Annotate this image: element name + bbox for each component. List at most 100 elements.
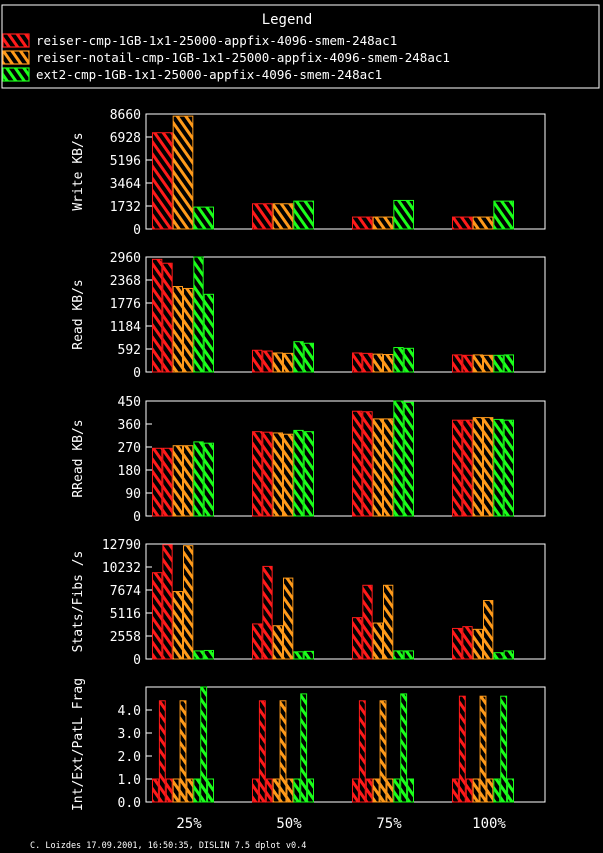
bar: [207, 778, 215, 803]
bar: [352, 778, 359, 803]
bar: [193, 256, 204, 373]
y-tick-label: 1.0: [118, 773, 141, 788]
panel: 0 90 180 270 360 450 RRead KB/s: [71, 395, 546, 525]
bar: [486, 778, 494, 803]
bar: [193, 778, 201, 803]
bar: [465, 778, 473, 803]
bar: [303, 431, 314, 517]
y-tick-label: 2.0: [118, 750, 141, 765]
bar: [293, 341, 304, 373]
bar: [252, 778, 259, 803]
plot-frame: [145, 256, 546, 373]
legend-item: ext2-cmp-1GB-1x1-25000-appfix-4096-smem-…: [2, 67, 382, 82]
bar: [458, 695, 466, 803]
bar: [193, 206, 214, 230]
panel: 0 1732 3464 5196 6928 8660 Write KB/s: [71, 108, 546, 238]
bar: [352, 216, 373, 230]
bar: [472, 628, 483, 660]
bar: [393, 199, 415, 230]
bar: [383, 354, 394, 373]
bar: [152, 778, 159, 803]
bar: [362, 584, 373, 660]
bar: [183, 445, 194, 517]
legend-swatch: [2, 50, 30, 65]
y-tick-label: 7674: [110, 584, 141, 599]
bar: [252, 431, 263, 517]
panel: 0 592 1184 1776 2368 2960 Read KB/s: [71, 251, 546, 381]
y-tick-label: 4.0: [118, 704, 141, 719]
bar: [393, 400, 404, 517]
legend-item: reiser-notail-cmp-1GB-1x1-25000-appfix-4…: [2, 50, 450, 65]
panel: 0.0 1.0 2.0 3.0 4.0 Int/Ext/PatL Frag: [71, 678, 546, 811]
y-tick-label: 360: [118, 418, 141, 433]
bar: [162, 544, 173, 660]
bar: [252, 623, 263, 660]
bar: [352, 410, 363, 517]
bar: [272, 432, 283, 517]
y-tick-label: 592: [118, 343, 141, 358]
bar: [262, 565, 273, 660]
y-tick-label: 0.0: [118, 796, 141, 811]
bar: [500, 695, 508, 803]
y-tick-label: 1776: [110, 297, 141, 312]
bar: [462, 419, 473, 517]
legend-frame: [1, 4, 600, 89]
bar: [493, 354, 504, 373]
bar: [293, 200, 315, 230]
y-tick-label: 90: [125, 487, 141, 502]
y-tick-label: 3.0: [118, 727, 141, 742]
bar: [307, 778, 315, 803]
bar: [383, 584, 394, 660]
bar: [352, 617, 363, 660]
y-tick-label: 8660: [110, 108, 141, 123]
bar: [200, 686, 208, 803]
bar: [303, 342, 314, 373]
bar: [152, 447, 163, 517]
y-tick-label: 0: [133, 223, 141, 238]
bar: [283, 352, 294, 373]
plot-frame: [145, 400, 546, 517]
bar: [379, 700, 387, 803]
bar: [493, 418, 504, 517]
y-tick-label: 12790: [102, 538, 141, 553]
bar: [403, 401, 414, 517]
bar: [503, 419, 514, 517]
bar: [503, 650, 514, 660]
bar: [372, 418, 383, 517]
bar: [179, 700, 187, 803]
bar: [152, 258, 163, 373]
y-tick-label: 180: [118, 464, 141, 479]
bar: [403, 347, 414, 373]
bar: [158, 700, 166, 803]
bar: [183, 545, 194, 660]
bar: [462, 354, 473, 373]
bar: [372, 622, 383, 660]
bar: [272, 352, 283, 373]
bar: [193, 650, 204, 660]
bar: [152, 572, 163, 660]
bar: [293, 651, 304, 660]
y-tick-label: 450: [118, 395, 141, 410]
bar: [172, 778, 180, 803]
bar: [493, 200, 515, 230]
bar: [452, 627, 463, 660]
bar: [258, 700, 266, 803]
bar: [362, 411, 373, 517]
bar: [203, 649, 215, 660]
legend-item: reiser-cmp-1GB-1x1-25000-appfix-4096-sme…: [2, 33, 397, 48]
bar: [383, 418, 394, 517]
bar: [365, 778, 373, 803]
bar: [279, 700, 287, 803]
bar: [172, 286, 184, 373]
x-tick-label: 75%: [376, 816, 402, 832]
bar: [462, 626, 473, 660]
y-tick-label: 10232: [102, 561, 141, 576]
bar: [452, 216, 473, 230]
legend-title: Legend: [262, 12, 313, 28]
bar: [493, 778, 501, 803]
bar: [407, 778, 415, 803]
y-axis-title: Read KB/s: [71, 279, 86, 349]
bar: [252, 203, 273, 230]
bar: [162, 262, 173, 373]
y-tick-label: 3464: [110, 177, 141, 192]
